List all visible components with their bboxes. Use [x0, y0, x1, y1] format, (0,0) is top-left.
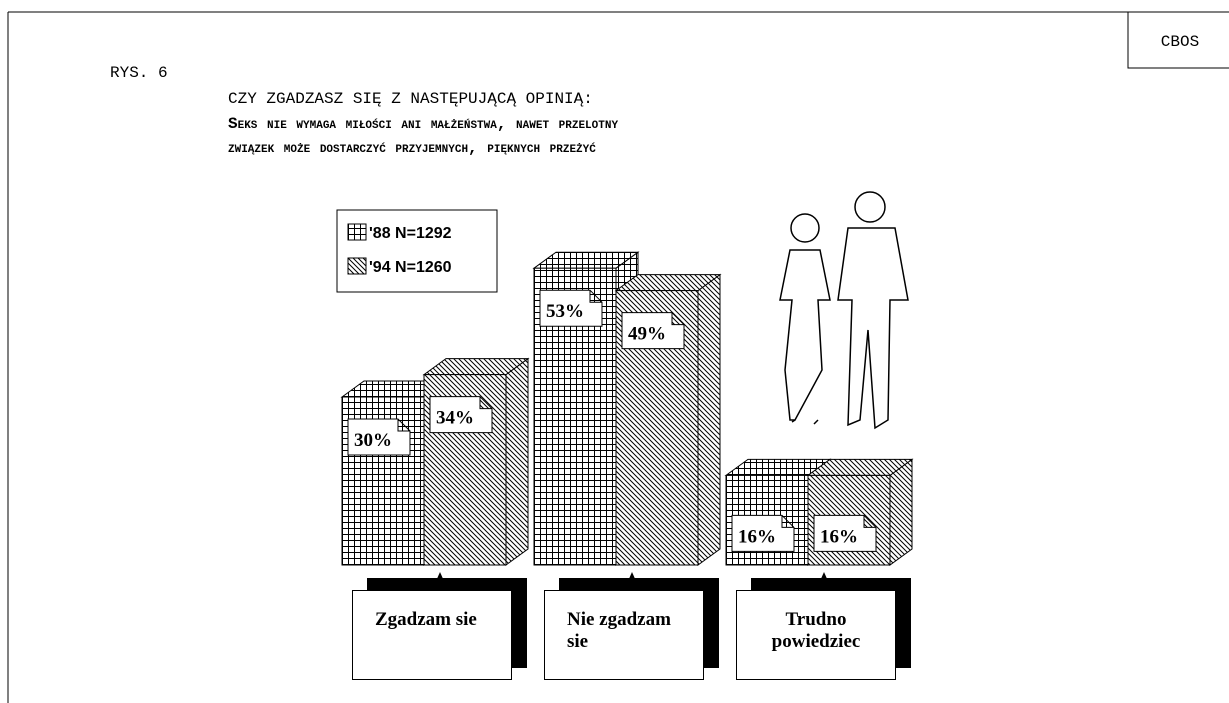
value-label-box: [621, 312, 685, 350]
value-label-box: [813, 514, 877, 552]
figure-label: RYS. 6: [110, 64, 168, 82]
category-label: Trudno powiedziec: [736, 590, 896, 680]
value-label: 49%: [628, 324, 666, 345]
legend-swatch: [347, 223, 367, 241]
value-label-box: [539, 289, 603, 327]
bar-side: [505, 357, 529, 566]
legend-label: '88 N=1292: [369, 225, 452, 242]
category-pointer: [432, 572, 448, 590]
legend-label: '94 N=1260: [369, 259, 452, 276]
value-label: 34%: [436, 408, 474, 429]
category-label: Nie zgadzam sie: [544, 590, 704, 680]
source: CBOS: [1161, 33, 1199, 51]
legend-box: [336, 209, 498, 293]
legend-swatch: [347, 257, 367, 275]
value-label-box: [347, 418, 411, 456]
value-label: 30%: [354, 430, 392, 451]
people-illustration: [779, 191, 909, 430]
value-label: 16%: [820, 526, 858, 547]
value-label: 16%: [738, 526, 776, 547]
value-label-box: [429, 396, 493, 434]
category-pointer: [816, 572, 832, 590]
bar-side: [889, 458, 913, 566]
category-pointer: [624, 572, 640, 590]
bar-side: [697, 273, 721, 566]
value-label: 53%: [546, 301, 584, 322]
category-label: Zgadzam sie: [352, 590, 512, 680]
chart-subtitle: związek może dostarczyć przyjemnych, pię…: [228, 139, 596, 157]
source-box: [1127, 11, 1229, 69]
value-label-box: [731, 514, 795, 552]
chart-subtitle: Seks nie wymaga miłości ani małżeństwa, …: [228, 115, 618, 133]
chart-title: CZY ZGADZASZ SIĘ Z NASTĘPUJĄCĄ OPINIĄ:: [228, 90, 593, 108]
